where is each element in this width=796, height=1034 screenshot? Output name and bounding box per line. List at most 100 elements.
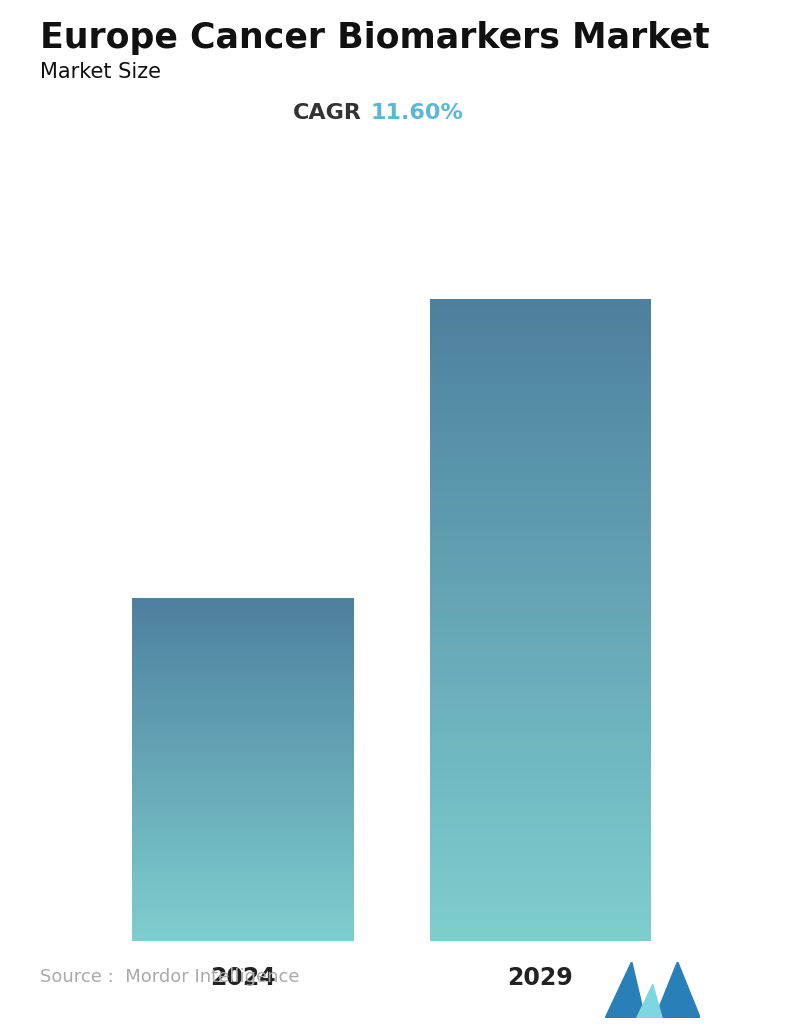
Bar <box>132 762 353 764</box>
Bar <box>132 752 353 754</box>
Bar <box>430 334 651 336</box>
Bar <box>132 638 353 639</box>
Bar <box>132 750 353 751</box>
Bar <box>132 864 353 865</box>
Bar <box>430 417 651 419</box>
Bar <box>430 663 651 665</box>
Bar <box>132 620 353 621</box>
Bar <box>132 665 353 666</box>
Bar <box>430 744 651 747</box>
Bar <box>430 443 651 445</box>
Bar <box>430 316 651 318</box>
Bar <box>430 931 651 933</box>
Bar <box>430 772 651 774</box>
Bar <box>132 823 353 824</box>
Bar <box>430 829 651 832</box>
Bar <box>132 927 353 929</box>
Bar <box>430 408 651 410</box>
Bar <box>430 368 651 370</box>
Bar <box>430 468 651 470</box>
Bar <box>132 919 353 920</box>
Bar <box>430 753 651 755</box>
Bar <box>132 723 353 724</box>
Bar <box>132 880 353 881</box>
Bar <box>132 700 353 701</box>
Bar <box>132 770 353 771</box>
Bar <box>132 939 353 940</box>
Bar <box>132 707 353 708</box>
Bar <box>430 717 651 719</box>
Text: 11.60%: 11.60% <box>370 103 463 123</box>
Bar <box>430 657 651 659</box>
Bar <box>430 721 651 723</box>
Bar <box>132 717 353 718</box>
Bar <box>132 898 353 899</box>
Bar <box>132 739 353 740</box>
Bar <box>132 727 353 728</box>
Bar <box>430 712 651 714</box>
Bar <box>430 821 651 823</box>
Bar <box>132 937 353 938</box>
Bar <box>430 558 651 560</box>
Bar <box>430 791 651 793</box>
Bar <box>132 704 353 705</box>
Bar <box>430 725 651 727</box>
Bar <box>430 873 651 875</box>
Bar <box>132 674 353 675</box>
Bar <box>430 644 651 646</box>
Bar <box>430 807 651 809</box>
Bar <box>132 821 353 822</box>
Bar <box>132 711 353 712</box>
Bar <box>430 650 651 652</box>
Bar <box>132 619 353 620</box>
Bar <box>430 577 651 580</box>
Bar <box>430 340 651 342</box>
Bar <box>430 795 651 797</box>
Bar <box>430 646 651 648</box>
Bar <box>132 911 353 912</box>
Bar <box>132 698 353 700</box>
Bar <box>430 853 651 855</box>
Bar <box>132 876 353 877</box>
Bar <box>132 612 353 614</box>
Bar <box>430 344 651 346</box>
Bar <box>132 702 353 703</box>
Bar <box>430 847 651 849</box>
Bar <box>430 488 651 490</box>
Bar <box>132 658 353 659</box>
Bar <box>430 629 651 631</box>
Bar <box>430 513 651 515</box>
Bar <box>132 872 353 873</box>
Bar <box>430 342 651 344</box>
Bar <box>132 832 353 833</box>
Bar <box>132 877 353 878</box>
Bar <box>132 812 353 813</box>
Text: CAGR: CAGR <box>293 103 362 123</box>
Bar <box>132 722 353 723</box>
Polygon shape <box>637 984 662 1018</box>
Bar <box>430 498 651 500</box>
Bar <box>132 768 353 769</box>
Bar <box>132 883 353 884</box>
Bar <box>132 614 353 615</box>
Bar <box>132 626 353 627</box>
Bar <box>430 503 651 505</box>
Bar <box>430 907 651 909</box>
Bar <box>132 659 353 660</box>
Bar <box>430 592 651 595</box>
Bar <box>132 827 353 829</box>
Bar <box>132 628 353 629</box>
Bar <box>430 479 651 481</box>
Bar <box>132 934 353 935</box>
Bar <box>132 803 353 804</box>
Bar <box>430 524 651 526</box>
Bar <box>430 385 651 387</box>
Bar <box>132 874 353 875</box>
Bar <box>430 625 651 627</box>
Bar <box>132 713 353 714</box>
Bar <box>132 653 353 655</box>
Bar <box>132 935 353 937</box>
Bar <box>132 706 353 707</box>
Bar <box>132 607 353 608</box>
Bar <box>430 767 651 770</box>
